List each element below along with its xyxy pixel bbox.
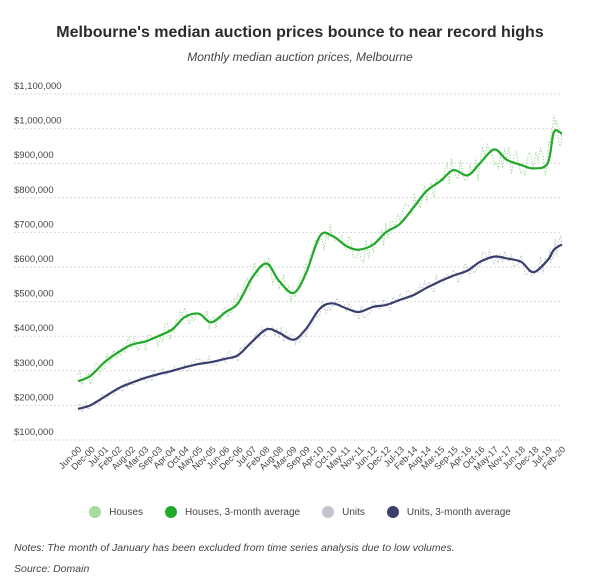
legend-swatch-units: [322, 506, 335, 518]
legend-swatch-units-avg: [386, 506, 399, 518]
series-units-avg-line: [77, 243, 563, 410]
y-tick-label: $300,000: [14, 358, 54, 369]
legend-swatch-houses: [89, 506, 102, 518]
y-tick-label: $1,000,000: [14, 116, 62, 127]
legend-item-units-avg: Units, 3-month average: [386, 506, 511, 518]
y-tick-label: $800,000: [14, 185, 54, 196]
y-tick-label: $200,000: [14, 392, 54, 403]
legend-swatch-houses-avg: [165, 506, 178, 518]
chart-source: Source: Domain: [14, 563, 90, 575]
legend-item-houses-avg: Houses, 3-month average: [165, 506, 300, 518]
legend-item-units: Units: [322, 506, 365, 518]
legend-label-houses-avg: Houses, 3-month average: [185, 506, 301, 518]
chart-title: Melbourne's median auction prices bounce…: [56, 24, 544, 41]
legend-label-units-avg: Units, 3-month average: [406, 506, 511, 518]
y-tick-label: $1,100,000: [14, 81, 62, 92]
y-tick-label: $100,000: [14, 427, 54, 438]
legend: Houses Houses, 3-month average Units Uni…: [0, 506, 600, 518]
y-tick-label: $400,000: [14, 323, 54, 334]
y-tick-label: $700,000: [14, 219, 54, 230]
y-tick-label: $900,000: [14, 150, 54, 161]
series-houses-line: [77, 114, 563, 387]
y-tick-label: $500,000: [14, 289, 54, 300]
line-chart: $1,100,000 $1,000,000 $900,000 $800,000 $700…: [14, 81, 567, 473]
chart-subtitle: Monthly median auction prices, Melbourne: [187, 50, 413, 64]
chart-notes: Notes: The month of January has been exc…: [14, 542, 455, 554]
y-tick-label: $600,000: [14, 254, 54, 265]
series-units-line: [77, 235, 563, 414]
series-houses-avg-line: [77, 129, 563, 383]
legend-label-houses: Houses: [109, 506, 144, 518]
legend-item-houses: Houses: [89, 506, 143, 518]
legend-label-units: Units: [342, 506, 365, 518]
